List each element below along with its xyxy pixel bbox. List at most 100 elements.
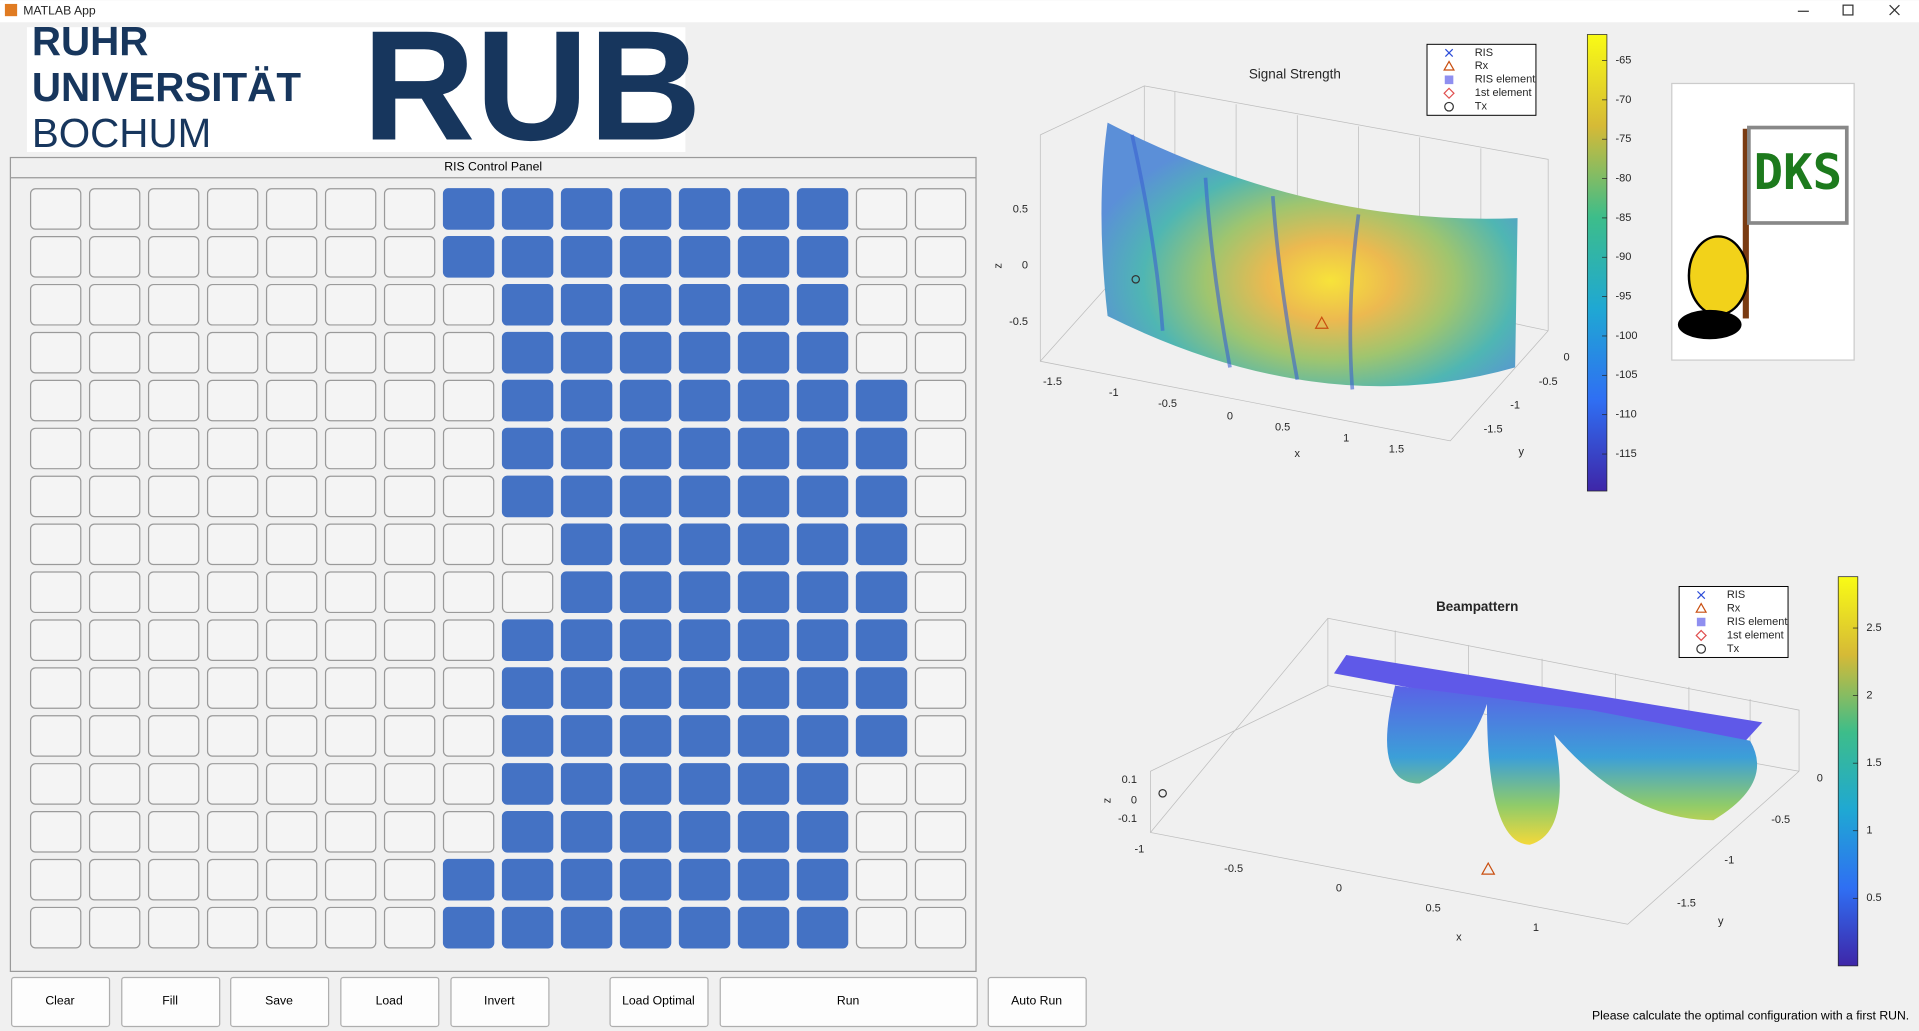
ris-cell[interactable] — [324, 331, 377, 374]
ris-cell[interactable] — [796, 379, 849, 422]
ris-cell[interactable] — [737, 667, 790, 709]
ris-cell[interactable] — [914, 427, 967, 470]
ris-cell[interactable] — [560, 715, 613, 757]
ris-cell[interactable] — [678, 283, 731, 326]
ris-cell[interactable] — [678, 475, 731, 518]
ris-cell[interactable] — [560, 571, 613, 614]
ris-cell[interactable] — [147, 619, 200, 661]
ris-cell[interactable] — [737, 236, 790, 278]
button-face[interactable] — [11, 976, 111, 1028]
ris-cell[interactable] — [914, 236, 967, 278]
ris-cell[interactable] — [442, 906, 495, 949]
ris-cell[interactable] — [147, 810, 200, 853]
ris-cell[interactable] — [383, 810, 436, 853]
ris-cell[interactable] — [501, 523, 554, 566]
ris-cell[interactable] — [206, 475, 259, 518]
ris-cell[interactable] — [796, 283, 849, 326]
ris-cell[interactable] — [855, 906, 908, 949]
ris-cell[interactable] — [29, 236, 82, 278]
ris-cell[interactable] — [206, 427, 259, 470]
ris-cell[interactable] — [914, 906, 967, 949]
ris-cell[interactable] — [383, 236, 436, 278]
ris-cell[interactable] — [914, 858, 967, 901]
ris-cell[interactable] — [383, 427, 436, 470]
ris-cell[interactable] — [206, 619, 259, 661]
ris-cell[interactable] — [442, 715, 495, 757]
ris-cell[interactable] — [206, 188, 259, 230]
ris-cell[interactable] — [206, 283, 259, 326]
ris-cell[interactable] — [619, 906, 672, 949]
ris-cell[interactable] — [265, 188, 318, 230]
ris-cell[interactable] — [324, 379, 377, 422]
ris-cell[interactable] — [501, 379, 554, 422]
ris-cell[interactable] — [855, 763, 908, 805]
ris-cell[interactable] — [560, 523, 613, 566]
ris-cell[interactable] — [619, 236, 672, 278]
ris-cell[interactable] — [29, 523, 82, 566]
ris-cell[interactable] — [855, 571, 908, 614]
ris-cell[interactable] — [678, 667, 731, 709]
ris-cell[interactable] — [678, 188, 731, 230]
ris-cell[interactable] — [206, 571, 259, 614]
ris-cell[interactable] — [560, 763, 613, 805]
ris-cell[interactable] — [147, 475, 200, 518]
ris-cell[interactable] — [619, 667, 672, 709]
ris-cell[interactable] — [147, 427, 200, 470]
ris-cell[interactable] — [29, 667, 82, 709]
ris-cell[interactable] — [147, 283, 200, 326]
ris-cell[interactable] — [29, 379, 82, 422]
ris-cell[interactable] — [796, 858, 849, 901]
ris-cell[interactable] — [796, 810, 849, 853]
ris-cell[interactable] — [501, 427, 554, 470]
ris-cell[interactable] — [737, 283, 790, 326]
ris-cell[interactable] — [796, 715, 849, 757]
ris-cell[interactable] — [737, 906, 790, 949]
button[interactable]: Run — [719, 976, 978, 1028]
button[interactable]: Save — [230, 976, 330, 1028]
ris-cell[interactable] — [88, 427, 141, 470]
ris-cell[interactable] — [737, 427, 790, 470]
button[interactable]: Auto Run — [987, 976, 1087, 1028]
ris-cell[interactable] — [324, 236, 377, 278]
ris-cell[interactable] — [324, 763, 377, 805]
ris-cell[interactable] — [324, 283, 377, 326]
ris-cell[interactable] — [383, 571, 436, 614]
ris-cell[interactable] — [914, 571, 967, 614]
ris-cell[interactable] — [914, 715, 967, 757]
ris-cell[interactable] — [678, 906, 731, 949]
ris-cell[interactable] — [501, 283, 554, 326]
ris-cell[interactable] — [619, 475, 672, 518]
ris-cell[interactable] — [619, 379, 672, 422]
ris-cell[interactable] — [855, 379, 908, 422]
ris-cell[interactable] — [265, 331, 318, 374]
ris-cell[interactable] — [206, 667, 259, 709]
button[interactable]: Fill — [121, 976, 221, 1028]
ris-cell[interactable] — [560, 379, 613, 422]
button-label[interactable]: Auto Run — [1011, 994, 1062, 1008]
ris-cell[interactable] — [383, 475, 436, 518]
ris-cell[interactable] — [619, 858, 672, 901]
ris-cell[interactable] — [796, 427, 849, 470]
ris-cell[interactable] — [147, 236, 200, 278]
ris-cell[interactable] — [560, 283, 613, 326]
ris-cell[interactable] — [324, 906, 377, 949]
ris-cell[interactable] — [678, 379, 731, 422]
ris-cell[interactable] — [324, 619, 377, 661]
ris-cell[interactable] — [914, 523, 967, 566]
ris-cell[interactable] — [737, 810, 790, 853]
button[interactable]: Invert — [450, 976, 550, 1028]
ris-cell[interactable] — [796, 331, 849, 374]
ris-cell[interactable] — [737, 571, 790, 614]
ris-cell[interactable] — [737, 858, 790, 901]
ris-cell[interactable] — [88, 906, 141, 949]
ris-cell[interactable] — [796, 523, 849, 566]
ris-cell[interactable] — [265, 763, 318, 805]
ris-cell[interactable] — [619, 523, 672, 566]
ris-cell[interactable] — [206, 379, 259, 422]
ris-cell[interactable] — [383, 906, 436, 949]
ris-cell[interactable] — [29, 858, 82, 901]
ris-cell[interactable] — [324, 523, 377, 566]
ris-cell[interactable] — [560, 236, 613, 278]
ris-cell[interactable] — [855, 475, 908, 518]
button-label[interactable]: Load — [376, 994, 403, 1008]
